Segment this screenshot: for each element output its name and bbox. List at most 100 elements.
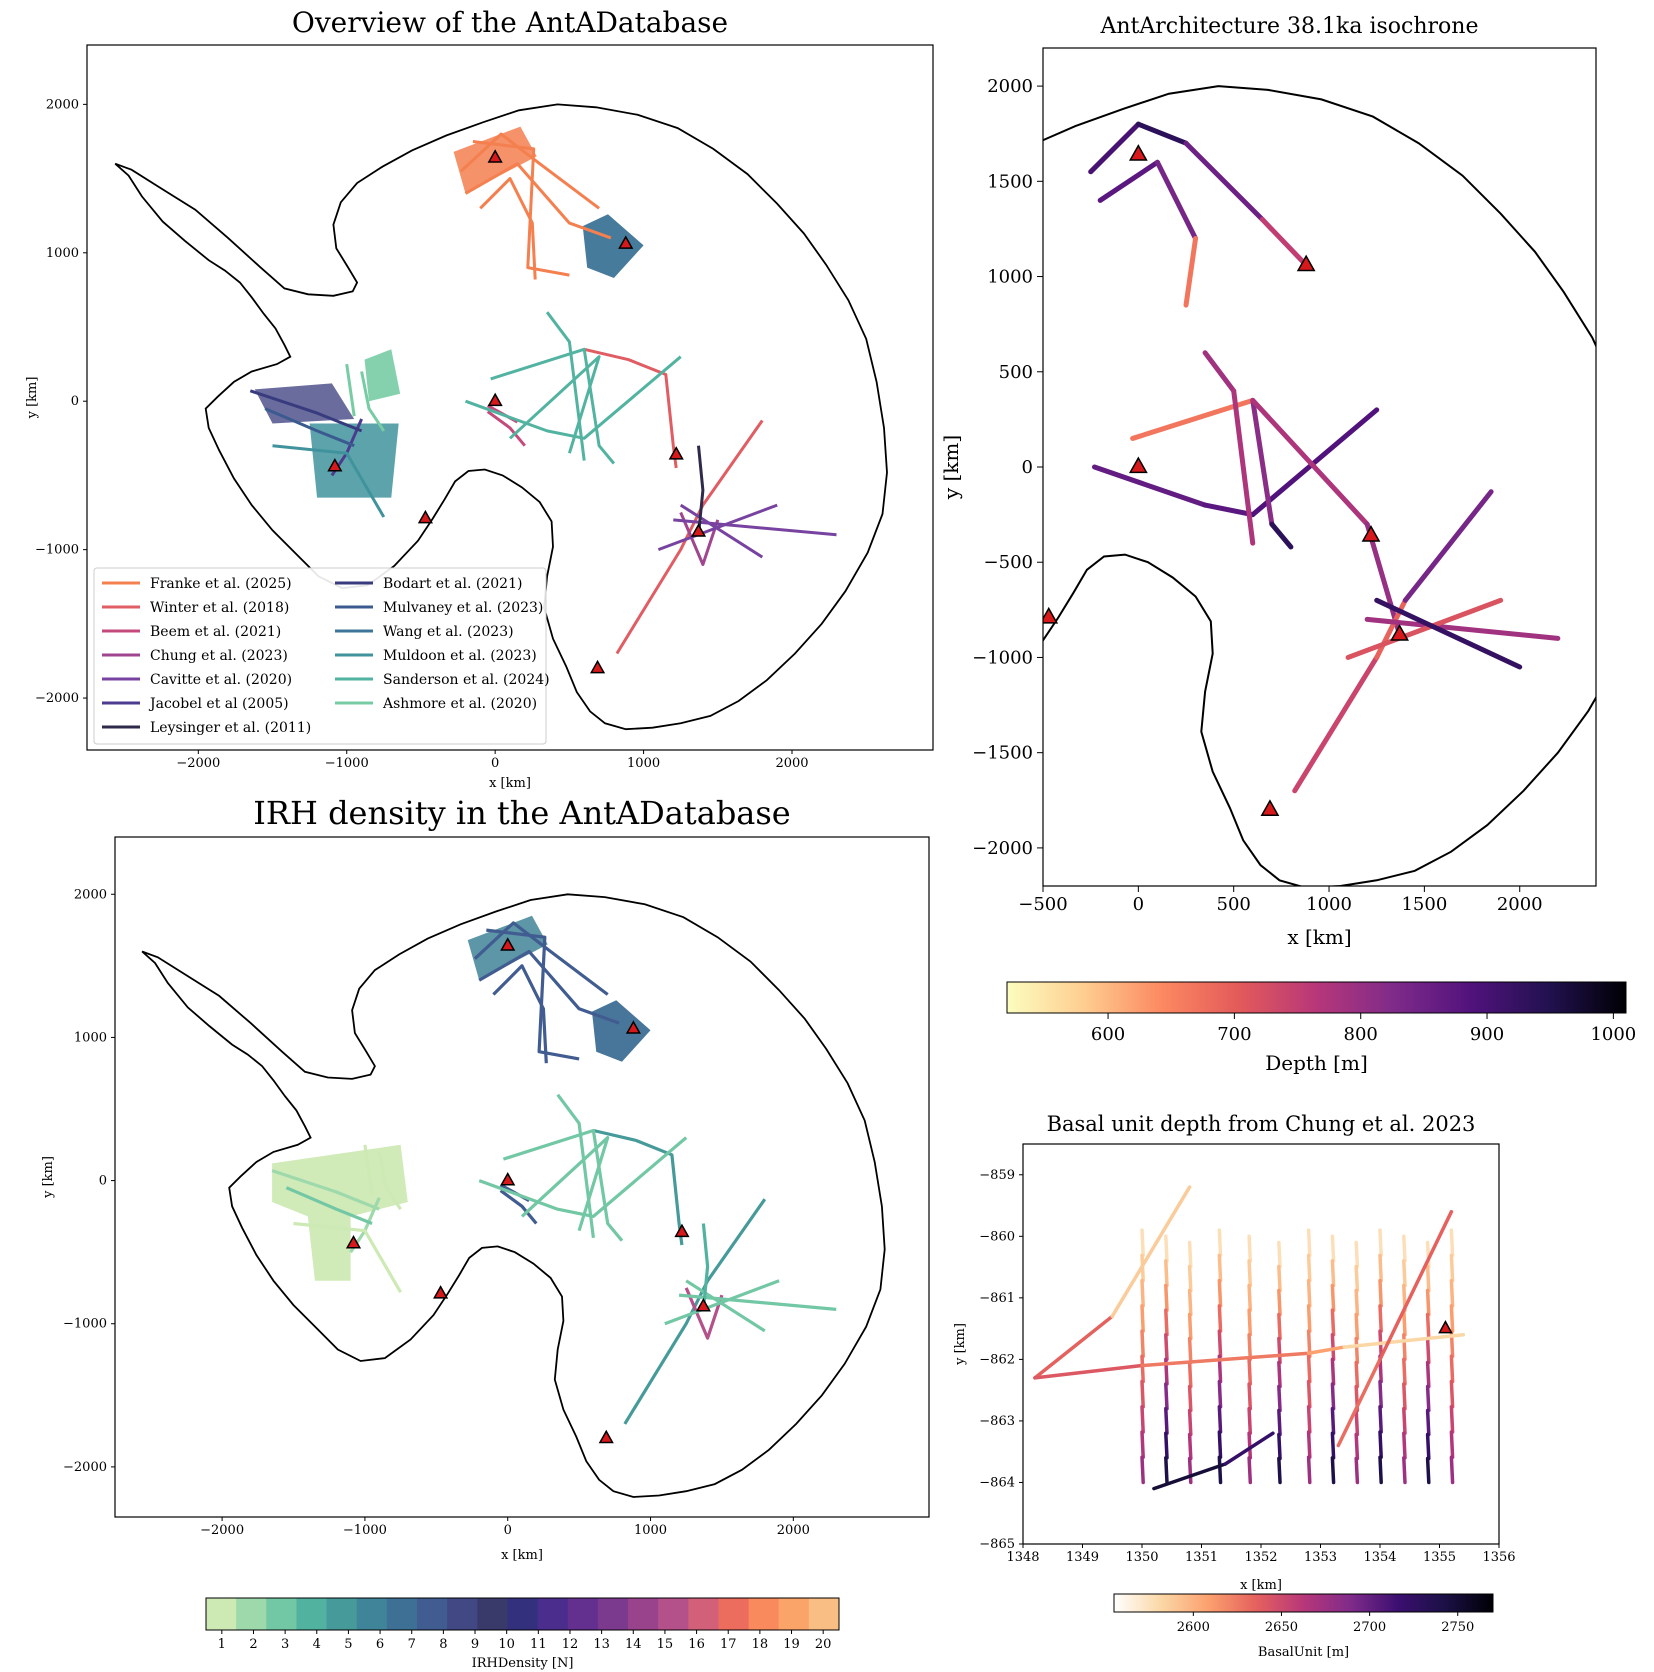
isochrone-track xyxy=(1374,597,1523,670)
colorbar-tick-label: 2 xyxy=(249,1637,257,1652)
flight-line xyxy=(249,389,363,433)
colorbar-segment xyxy=(778,1598,810,1630)
basal-track xyxy=(1277,1456,1282,1485)
basal-track xyxy=(1187,1288,1193,1317)
x-tick-label: −1000 xyxy=(325,756,369,771)
density-survey-block xyxy=(272,1144,408,1281)
colorbar-tick-label: 800 xyxy=(1344,1024,1378,1045)
isochrone-track xyxy=(1402,489,1494,603)
basal-track xyxy=(1140,1228,1145,1258)
y-tick-label: 2000 xyxy=(46,97,79,112)
site-marker xyxy=(1438,1320,1453,1334)
y-tick-label: −1000 xyxy=(35,543,79,558)
colorbar-tick-label: 1000 xyxy=(1590,1024,1636,1045)
basal-track xyxy=(1164,1382,1169,1411)
isochrone-track xyxy=(1259,216,1309,268)
basal-track xyxy=(1247,1234,1253,1263)
site-marker xyxy=(589,659,606,674)
basal-track xyxy=(1402,1456,1407,1485)
flight-line xyxy=(472,140,570,277)
basal-track xyxy=(1378,1379,1383,1409)
x-tick-label: 1000 xyxy=(1306,894,1352,915)
flight-line xyxy=(479,177,537,280)
basal-track xyxy=(1449,1278,1455,1308)
flight-line xyxy=(684,1287,724,1340)
y-tick-label: −2000 xyxy=(972,838,1033,859)
basal-track xyxy=(1402,1259,1407,1288)
y-axis-label: y [km] xyxy=(41,1156,56,1199)
basal-track xyxy=(1164,1308,1169,1337)
legend-entry: Mulvaney et al. (2023) xyxy=(383,600,543,616)
colorbar-tick-label: 12 xyxy=(562,1637,579,1652)
colorbar xyxy=(1113,1593,1494,1613)
basal-track xyxy=(1425,1408,1431,1437)
legend-entry: Ashmore et al. (2020) xyxy=(382,696,537,712)
overview-plot: −2000 −1000 0 1000 2000 −2000 −1000 0 1000 2000 x … xyxy=(25,44,934,791)
colorbar-tick-label: 5 xyxy=(344,1637,352,1652)
basal-track xyxy=(1164,1234,1169,1263)
basal-track xyxy=(1140,1354,1145,1384)
flight-line xyxy=(679,511,720,566)
isochrone-track xyxy=(1202,350,1237,394)
basal-track xyxy=(1164,1431,1169,1460)
basal-track xyxy=(1425,1288,1431,1317)
basal-track xyxy=(1217,1329,1223,1359)
y-tick-label: −500 xyxy=(984,552,1033,573)
y-tick-label: 2000 xyxy=(987,76,1033,97)
site-marker xyxy=(345,1235,362,1249)
colorbar-segment xyxy=(507,1598,539,1630)
colorbar-tick-label: 10 xyxy=(498,1637,515,1652)
site-marker xyxy=(625,1020,641,1034)
basal-track xyxy=(1187,1360,1193,1389)
basal-track xyxy=(1306,1228,1312,1258)
y-tick-label: −2000 xyxy=(63,1460,107,1475)
basal-track xyxy=(1354,1264,1360,1293)
legend-entry: Winter et al. (2018) xyxy=(150,600,289,616)
isochrone-track xyxy=(1183,140,1265,222)
basal-track xyxy=(1217,1228,1223,1258)
colorbar-tick-label: 4 xyxy=(313,1637,321,1652)
colorbar-label: IRHDensity [N] xyxy=(472,1656,574,1671)
site-marker xyxy=(618,235,634,249)
flight-line xyxy=(486,410,526,447)
colorbar-tick-label: 3 xyxy=(281,1637,289,1652)
y-tick-label: −859 xyxy=(979,1168,1015,1183)
isochrone-track xyxy=(1135,121,1189,146)
y-tick-label: −865 xyxy=(979,1537,1015,1552)
x-tick-label: −2000 xyxy=(200,1523,244,1538)
flight-line xyxy=(464,162,612,240)
basal-track xyxy=(1336,1357,1382,1448)
x-tick-label: −500 xyxy=(1018,894,1067,915)
basal-track xyxy=(1378,1430,1383,1459)
colorbar-segment xyxy=(206,1598,237,1630)
colorbar-label: BasalUnit [m] xyxy=(1258,1645,1349,1660)
basal-track xyxy=(1354,1312,1360,1341)
site-marker xyxy=(487,149,503,163)
flight-line xyxy=(486,928,580,1061)
x-tick-label: 0 xyxy=(491,756,499,771)
flight-line xyxy=(701,1223,710,1310)
basal-track xyxy=(1402,1431,1407,1460)
basal-track xyxy=(1187,1336,1193,1365)
flight-line xyxy=(345,363,356,417)
legend-entry: Bodart et al. (2021) xyxy=(383,576,522,592)
legend-entry: Franke et al. (2025) xyxy=(150,576,292,592)
basal-track xyxy=(1425,1384,1431,1413)
basal-track xyxy=(1306,1278,1312,1308)
iso-plot-area xyxy=(1043,85,1596,886)
basal-track xyxy=(1217,1278,1223,1308)
site-marker xyxy=(327,457,343,472)
basal-track xyxy=(1449,1455,1455,1485)
isochrone-track xyxy=(1364,521,1403,638)
isochrone-track xyxy=(1250,397,1370,527)
basal-track xyxy=(1247,1406,1253,1435)
colorbar-tick-label: 15 xyxy=(657,1637,674,1652)
flight-line xyxy=(679,503,764,559)
flight-line xyxy=(478,949,620,1025)
y-tick-label: 2000 xyxy=(74,887,107,902)
basal-track xyxy=(1247,1308,1253,1337)
site-marker xyxy=(500,937,516,951)
colorbar-segment xyxy=(356,1598,388,1630)
basal-track xyxy=(1449,1354,1455,1384)
basal-track xyxy=(1217,1304,1223,1333)
